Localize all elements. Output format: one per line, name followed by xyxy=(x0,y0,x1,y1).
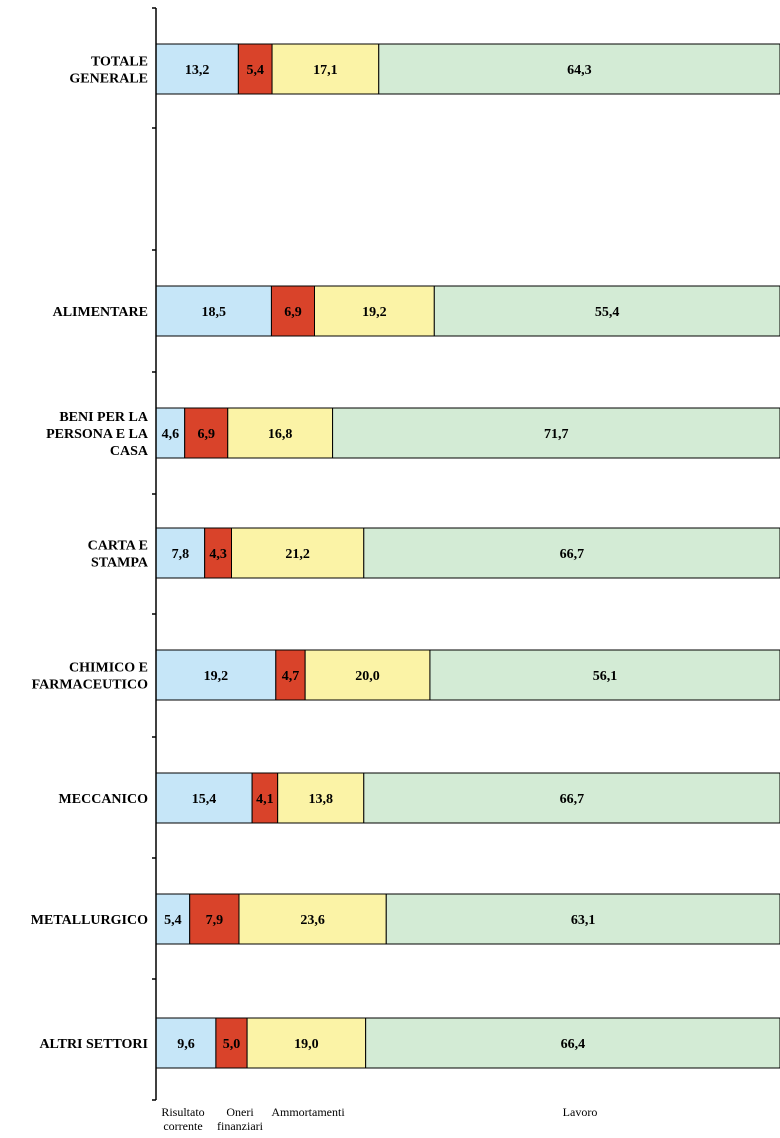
data-label: 66,7 xyxy=(560,792,585,807)
data-label: 17,1 xyxy=(313,63,338,78)
data-label: 9,6 xyxy=(177,1037,195,1052)
legend-entry-line: Ammortamenti xyxy=(271,1105,345,1119)
bar-segment xyxy=(433,285,780,337)
data-label: 66,7 xyxy=(560,547,585,562)
data-label: 4,3 xyxy=(209,547,227,562)
bar-segment xyxy=(238,893,387,945)
category-label-line: CARTA E xyxy=(88,539,148,554)
legend-entry: Ammortamenti xyxy=(271,1105,345,1119)
category-label-line: GENERALE xyxy=(69,72,148,87)
bar-segment xyxy=(237,43,273,95)
bar-segment xyxy=(385,893,780,945)
bar-segment xyxy=(227,407,334,459)
data-label: 4,1 xyxy=(256,792,274,807)
data-label: 6,9 xyxy=(197,427,215,442)
data-label: 16,8 xyxy=(268,427,293,442)
bar-segment xyxy=(363,527,780,579)
legend-entry: Risultato corrente xyxy=(161,1105,204,1133)
data-label: 18,5 xyxy=(201,305,226,320)
bar-segment xyxy=(363,772,780,824)
category-label: MECCANICO xyxy=(59,792,149,807)
category-label: BENI PER LA PERSONA E LA CASA xyxy=(46,410,149,459)
bar-segment xyxy=(275,649,306,701)
data-label: 20,0 xyxy=(355,669,380,684)
data-label: 64,3 xyxy=(567,63,592,78)
data-label: 13,2 xyxy=(185,63,210,78)
bar-segment xyxy=(246,1017,367,1069)
data-label: 7,9 xyxy=(206,913,224,928)
bar-segment xyxy=(155,649,277,701)
bar-segment xyxy=(378,43,780,95)
bar-segment xyxy=(332,407,780,459)
category-label-line: CASA xyxy=(110,444,149,459)
bar-segment xyxy=(155,527,206,579)
legend-entry-line: Oneri xyxy=(226,1105,254,1119)
legend-entry: Oneri finanziari xyxy=(217,1105,264,1133)
category-label: METALLURGICO xyxy=(31,913,148,928)
data-label: 7,8 xyxy=(172,547,190,562)
bar-segment xyxy=(189,893,240,945)
legend-entry: Lavoro xyxy=(563,1105,598,1119)
category-label: CARTA E STAMPA xyxy=(88,539,149,571)
bar-segment xyxy=(155,893,191,945)
category-label: ALTRI SETTORI xyxy=(39,1037,148,1052)
bar-segment xyxy=(277,772,365,824)
category-label-line: ALTRI SETTORI xyxy=(39,1037,148,1052)
category-label: ALIMENTARE xyxy=(53,305,148,320)
data-label: 71,7 xyxy=(544,427,569,442)
data-label: 19,2 xyxy=(362,305,387,320)
data-label: 4,6 xyxy=(162,427,180,442)
category-label-line: PERSONA E LA xyxy=(46,427,149,442)
category-label: TOTALE GENERALE xyxy=(69,55,148,87)
data-label: 66,4 xyxy=(561,1037,586,1052)
bar-segment xyxy=(204,527,232,579)
data-label: 5,4 xyxy=(164,913,182,928)
legend-entry-line: Risultato xyxy=(161,1105,204,1119)
data-label: 23,6 xyxy=(300,913,325,928)
category-label-line: ALIMENTARE xyxy=(53,305,148,320)
category-label-line: TOTALE xyxy=(91,55,148,70)
category-label-line: MECCANICO xyxy=(59,792,149,807)
category-label-line: STAMPA xyxy=(91,556,149,571)
bar-segment xyxy=(155,407,186,459)
data-label: 15,4 xyxy=(192,792,217,807)
data-label: 19,0 xyxy=(294,1037,319,1052)
data-label: 4,7 xyxy=(282,669,300,684)
legend-entry-line: Lavoro xyxy=(563,1105,598,1119)
data-label: 55,4 xyxy=(595,305,620,320)
legend-entry-line: corrente xyxy=(163,1119,202,1133)
category-label: CHIMICO E FARMACEUTICO xyxy=(32,661,149,693)
category-label-line: FARMACEUTICO xyxy=(32,678,149,693)
bar-segment xyxy=(314,285,435,337)
bar-segment xyxy=(251,772,279,824)
category-label-line: CHIMICO E xyxy=(69,661,148,676)
bar-segment xyxy=(429,649,780,701)
data-label: 56,1 xyxy=(593,669,618,684)
bar-segment xyxy=(184,407,229,459)
bar-segment xyxy=(271,43,380,95)
bar-segment xyxy=(304,649,431,701)
bar-segment xyxy=(155,772,253,824)
data-label: 13,8 xyxy=(308,792,333,807)
data-label: 21,2 xyxy=(285,547,310,562)
category-label-line: BENI PER LA xyxy=(59,410,149,425)
bar-segment xyxy=(155,43,239,95)
data-label: 19,2 xyxy=(204,669,229,684)
category-label-line: METALLURGICO xyxy=(31,913,148,928)
data-label: 5,4 xyxy=(246,63,264,78)
data-label: 6,9 xyxy=(284,305,302,320)
data-label: 63,1 xyxy=(571,913,596,928)
data-label: 5,0 xyxy=(223,1037,241,1052)
bar-segment xyxy=(365,1017,780,1069)
bar-segment xyxy=(231,527,365,579)
legend-entry-line: finanziari xyxy=(217,1119,264,1133)
